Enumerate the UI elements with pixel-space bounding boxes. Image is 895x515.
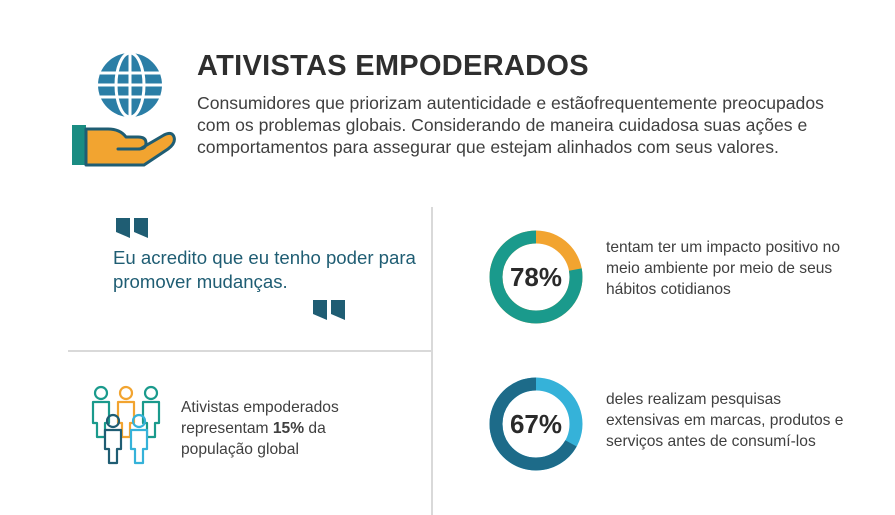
population-text-after: da população global [181,420,326,458]
page-title: ATIVISTAS EMPODERADOS [197,50,589,82]
stat-text-2: deles realizam pesquisas extensivas em m… [606,391,844,450]
quote-text: Eu acredito que eu tenho poder para prom… [113,247,416,292]
globe-hand-icon [68,45,178,170]
donut-chart-67: 67% [487,375,585,478]
quote-close-icon [313,300,349,325]
people-group-icon [88,385,164,470]
population-highlight: 15% [272,420,305,437]
quote-open-icon [116,218,152,243]
population-text-before: Ativistas empoderados representam [181,399,339,437]
donut-value-arc [489,377,583,471]
donut-chart-78: 78% [487,228,585,331]
stat-text-1: tentam ter um impacto positivo no meio a… [606,239,841,298]
donut-label: 67% [510,409,562,439]
population-text: Ativistas empoderados representam 15% da… [181,397,401,460]
donut-value-arc [489,230,583,324]
vertical-divider [431,207,433,515]
donut-label: 78% [510,262,562,292]
page-description: Consumidores que priorizam autenticidade… [197,93,824,157]
horizontal-divider [68,350,432,352]
